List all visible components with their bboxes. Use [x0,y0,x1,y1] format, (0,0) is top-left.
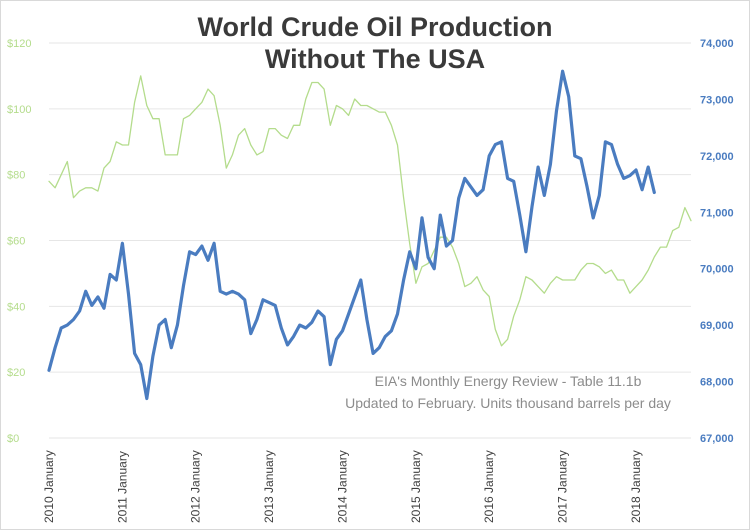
right-axis-ticks: 67,000 68,000 69,000 70,000 71,000 72,000 73,0… [700,38,734,445]
units-note: Updated to February. Units thousand barr… [345,395,671,411]
left-axis-tick-label: $80 [7,170,25,182]
x-axis-ticks: 2010 January 2011 January 2012 January 2013… [42,450,643,523]
left-axis-tick-label: $60 [7,236,25,248]
grid-lines [49,42,691,439]
left-axis-tick-label: $0 [7,433,19,445]
x-axis-tick-label: 2014 January [335,450,349,523]
right-axis-tick-label: 72,000 [700,151,734,163]
x-axis-tick-label: 2016 January [482,450,496,523]
right-axis-tick-label: 70,000 [700,264,734,276]
right-axis-tick-label: 69,000 [700,320,734,332]
left-axis-tick-label: $20 [7,367,25,379]
right-axis-tick-label: 73,000 [700,94,734,106]
right-axis-tick-label: 74,000 [700,38,734,50]
left-axis-ticks: $0 $20 $40 $60 $80 $100 $120 [7,38,31,445]
production-line [47,69,656,401]
chart-title-line-2: Without The USA [264,44,486,74]
x-axis-tick-label: 2018 January [629,450,643,523]
oil-price-line [48,75,692,347]
x-axis-tick-label: 2017 January [556,450,570,523]
series-lines [47,69,692,401]
source-note: EIA's Monthly Energy Review - Table 11.1… [374,373,642,389]
left-axis-tick-label: $40 [7,301,25,313]
x-axis-tick-label: 2012 January [189,450,203,523]
right-axis-tick-label: 71,000 [700,207,734,219]
x-axis-tick-label: 2015 January [409,450,423,523]
right-axis-tick-label: 68,000 [700,377,734,389]
x-axis-tick-label: 2013 January [262,450,276,523]
x-axis-tick-label: 2011 January [115,451,129,523]
x-axis-tick-label: 2010 January [42,450,56,523]
chart-title-line-1: World Crude Oil Production [197,12,553,42]
left-axis-tick-label: $100 [7,104,31,116]
right-axis-tick-label: 67,000 [700,433,734,445]
left-axis-tick-label: $120 [7,38,31,50]
